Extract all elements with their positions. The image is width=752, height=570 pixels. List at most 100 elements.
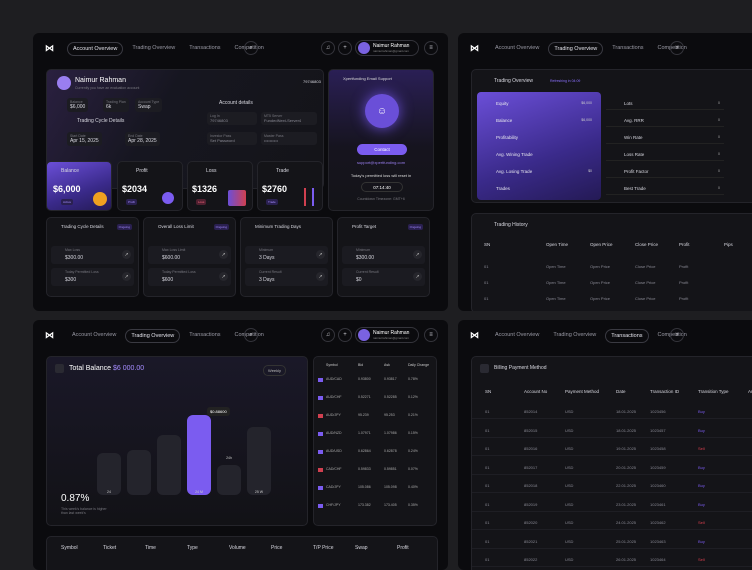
table-row[interactable]: 01 852022 USD 26.01.2025 1023464 Sell: [472, 557, 752, 567]
stat-balance[interactable]: Balance $6,000 Active: [46, 161, 112, 211]
stat-trade[interactable]: Trade $2760 Trade: [257, 161, 323, 211]
bar-label: 24 M: [195, 490, 203, 494]
nav-trading-overview[interactable]: Trading Overview: [132, 45, 176, 51]
flag-icon: [318, 396, 323, 400]
contact-button[interactable]: Contact: [357, 144, 407, 155]
symbol-row[interactable]: AUD/CHF 0.52271 0.52285 0.12%: [314, 395, 436, 405]
nav-account-overview[interactable]: Account Overview: [495, 45, 540, 51]
arrow-icon[interactable]: ↗: [316, 250, 325, 259]
table-row[interactable]: 01 Open Time Open Price Close Price Profit: [484, 280, 689, 285]
table-row[interactable]: 01 852014 USD 18.01.2025 1023456 Buy: [472, 409, 752, 419]
balance-bar[interactable]: [217, 465, 241, 495]
top-nav: ⋈ Account Overview Trading Overview Tran…: [458, 320, 752, 350]
arrow-icon[interactable]: ↗: [413, 250, 422, 259]
bell-icon[interactable]: ♫: [321, 328, 335, 342]
balance-bar[interactable]: [97, 453, 121, 495]
arrow-icon[interactable]: ↗: [219, 250, 228, 259]
table-row[interactable]: 01 852018 USD 22.01.2025 1023460 Buy: [472, 483, 752, 493]
support-icon: ☺: [365, 94, 399, 128]
positions-card: Symbol Ticket Time Type Volume Price T/P Price…: [46, 536, 438, 570]
table-row[interactable]: 01 852017 USD 20.01.2025 1023459 Buy: [472, 465, 752, 475]
nav-trading-overview[interactable]: Trading Overview: [553, 332, 597, 338]
logo-icon: ⋈: [470, 43, 479, 53]
stat-profit[interactable]: Profit $2034 Profit: [117, 161, 183, 211]
master-pass-field[interactable]: Master Pass ••••••••••: [261, 132, 317, 145]
support-card: Xpertfunding Email Support ☺ Contact sup…: [328, 69, 434, 211]
balance-bar[interactable]: [157, 435, 181, 495]
user-menu[interactable]: Naimur Rahman naimurrahman@gmail.com: [355, 327, 419, 343]
summary-row: Today Permitted Loss $600 ↗: [148, 268, 231, 286]
billing-header: SN Account No Payment Method Date Transactio…: [485, 389, 752, 394]
table-row[interactable]: 01 852021 USD 25.01.2025 1023463 Buy: [472, 539, 752, 549]
balance-bar[interactable]: [127, 450, 151, 495]
table-row[interactable]: 01 852016 USD 19.01.2025 1023458 Sell: [472, 446, 752, 456]
positions-col: Ticket: [103, 545, 117, 551]
menu-icon[interactable]: ≡: [424, 328, 438, 342]
search-icon[interactable]: ⌕: [670, 328, 684, 342]
investor-pass-field[interactable]: Investor Pass Set Password: [207, 132, 257, 145]
change-description: This week's balance is higher than last …: [61, 507, 107, 515]
symbol-row[interactable]: CAD/CHF 0.59833 0.59851 0.07%: [314, 467, 436, 477]
table-row[interactable]: 01 852020 USD 24.01.2025 1023462 Sell: [472, 520, 752, 530]
user-menu[interactable]: Naimur Rahman naimurrahman@gmail.com: [355, 40, 419, 56]
nav-transactions[interactable]: Transactions: [189, 45, 221, 51]
symbol-row[interactable]: CAD/JPY 105.086 105.098 0.40%: [314, 485, 436, 495]
symbol-row[interactable]: AUD/USD 0.62864 0.62878 0.24%: [314, 449, 436, 459]
table-row[interactable]: 01 852019 USD 23.01.2025 1023461 Buy: [472, 502, 752, 512]
bell-icon[interactable]: ♫: [321, 41, 335, 55]
symbol-row[interactable]: AUD/CAD 0.93800 0.93817 0.78%: [314, 377, 436, 387]
overview-row: Win Rate 0: [606, 132, 724, 144]
nav-account-overview[interactable]: Account Overview: [495, 332, 540, 338]
support-email[interactable]: support@xpertfunding.com: [356, 160, 406, 165]
arrow-icon[interactable]: ↗: [219, 272, 228, 281]
overview-row: Balance $6,000: [496, 118, 592, 123]
menu-icon[interactable]: ≡: [424, 41, 438, 55]
nav-account-overview[interactable]: Account Overview: [67, 42, 124, 56]
positions-col: Swap: [355, 545, 368, 551]
bar-label: 24: [107, 490, 111, 494]
overview-row: Profitability: [496, 135, 519, 140]
search-icon[interactable]: ⌕: [670, 41, 684, 55]
stat-loss[interactable]: Loss $1326 Loss: [187, 161, 253, 211]
positions-col: Time: [145, 545, 156, 551]
nav-account-overview[interactable]: Account Overview: [72, 332, 117, 338]
billing-title: Billing Payment Method: [494, 365, 547, 371]
symbol-row[interactable]: AUD/JPY 95.239 95.253 0.21%: [314, 413, 436, 423]
table-row[interactable]: 01 Open Time Open Price Close Price Profit: [484, 264, 689, 269]
nav-transactions[interactable]: Transactions: [605, 329, 649, 343]
countdown-timezone: Countdown Timezone: GMT+6: [357, 197, 405, 201]
summary-card: Minimum Trading Days Minimum 3 Days ↗ Curren…: [240, 217, 333, 297]
status-badge: Ongoing: [407, 224, 423, 230]
add-icon[interactable]: +: [338, 41, 352, 55]
nav-transactions[interactable]: Transactions: [189, 332, 221, 338]
change-percent: 0.87%: [61, 493, 90, 504]
add-icon[interactable]: +: [338, 328, 352, 342]
overview-row: Avg. Wining Trade: [496, 152, 533, 157]
login-field[interactable]: Log In 79746803: [207, 112, 257, 125]
arrow-icon[interactable]: ↗: [413, 272, 422, 281]
search-icon[interactable]: ⌕: [244, 41, 258, 55]
nav-transactions[interactable]: Transactions: [612, 45, 644, 51]
panel-trading-chart: ⋈ Account Overview Trading Overview Tran…: [33, 320, 448, 570]
top-nav: ⋈ Account Overview Trading Overview Tran…: [33, 33, 448, 63]
search-icon[interactable]: ⌕: [244, 328, 258, 342]
nav-trading-overview[interactable]: Trading Overview: [548, 42, 604, 56]
symbol-row[interactable]: CHF/JPY 173.382 173.405 0.35%: [314, 503, 436, 513]
flag-icon: [318, 504, 323, 508]
user-email: naimurrahman@gmail.com: [373, 49, 410, 53]
arrow-icon[interactable]: ↗: [122, 272, 131, 281]
summary-title: Trading Cycle Details: [61, 224, 104, 229]
account-type-chip: Account Type Swap: [135, 98, 163, 112]
bar-label: 24h: [226, 456, 232, 460]
table-row[interactable]: 01 852015 USD 18.01.2025 1023457 Buy: [472, 428, 752, 438]
symbol-row[interactable]: AUD/NZD 1.07971 1.07986 0.15%: [314, 431, 436, 441]
table-row[interactable]: 01 Open Time Open Price Close Price Profit: [484, 296, 689, 301]
arrow-icon[interactable]: ↗: [316, 272, 325, 281]
balance-bar[interactable]: [187, 415, 211, 495]
period-select[interactable]: Weekly: [263, 365, 287, 376]
balance-bar[interactable]: [247, 427, 271, 495]
arrow-icon[interactable]: ↗: [122, 250, 131, 259]
server-field[interactable]: MT5 Server FundedNext-Server4: [261, 112, 317, 125]
end-date: End Date Apr 28, 2025: [125, 132, 160, 146]
nav-trading-overview[interactable]: Trading Overview: [125, 329, 181, 343]
